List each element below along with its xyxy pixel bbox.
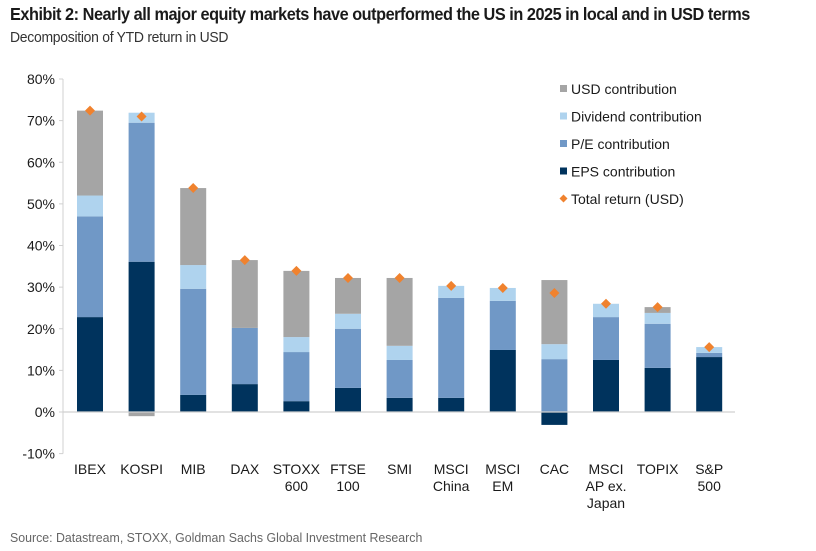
legend-label: Dividend contribution — [571, 109, 702, 125]
chart-subtitle: Decomposition of YTD return in USD — [10, 29, 229, 46]
bar-segment-p-e-contribution — [696, 352, 723, 358]
x-tick-label: SMI — [387, 461, 412, 477]
bars — [63, 110, 735, 425]
bar-segment-p-e-contribution — [541, 359, 568, 412]
y-tick-label: 0% — [35, 404, 55, 420]
bar-segment-dividend-contribution — [77, 195, 103, 217]
legend-label: EPS contribution — [571, 164, 675, 180]
bar-segment-dividend-contribution — [438, 285, 465, 298]
bar-segment-p-e-contribution — [283, 352, 310, 402]
bar-segment-dividend-contribution — [489, 287, 516, 301]
total-return-marker — [343, 272, 353, 283]
total-return-marker — [291, 265, 302, 276]
bar-segment-usd-contribution — [283, 270, 310, 338]
bar-segment-eps-contribution — [696, 357, 723, 412]
bar-segment-dividend-contribution — [541, 344, 568, 360]
legend: USD contribution Dividend contribution P/E… — [559, 81, 702, 207]
x-tick-label: IBEX — [74, 461, 107, 477]
bar-segment-dividend-contribution — [593, 303, 619, 318]
bar-segment-eps-contribution — [438, 397, 465, 412]
bar-segment-p-e-contribution — [489, 300, 516, 350]
y-tick-label: 60% — [27, 154, 55, 170]
bar-segment-p-e-contribution — [644, 323, 671, 368]
bar-segment-eps-contribution — [128, 261, 155, 412]
axes: -10% 0% 10% 20% 30% 40% 50% 60% 70% 80% — [22, 71, 64, 462]
total-return-marker — [188, 183, 199, 194]
bar-segment-eps-contribution — [231, 384, 258, 412]
bar-segment-usd-contribution — [77, 110, 103, 196]
x-axis-labels: IBEX KOSPI MIB DAX STOXX 600 FTSE 100 SMI MSCI Chi… — [74, 461, 723, 511]
bar-segment-eps-contribution — [180, 394, 207, 412]
bar-segment-eps-contribution — [283, 401, 310, 412]
source-note: Source: Datastream, STOXX, Goldman Sachs… — [10, 530, 423, 545]
bar-segment-dividend-contribution — [335, 313, 361, 329]
total-return-marker — [704, 342, 715, 353]
bar-segment-eps-contribution — [77, 317, 103, 412]
bar-segment-usd-contribution — [386, 277, 413, 346]
x-tick-label: KOSPI — [120, 461, 163, 477]
legend-label: P/E contribution — [571, 136, 670, 152]
bar-segment-p-e-contribution — [77, 216, 103, 318]
x-tick-label: MSCI AP ex. Japan — [586, 461, 627, 511]
bar-segment-eps-contribution — [335, 387, 361, 412]
bar-segment-p-e-contribution — [231, 327, 258, 385]
bar-segment-usd-contribution — [335, 277, 361, 314]
bar-segment-p-e-contribution — [438, 297, 465, 398]
total-return-marker — [601, 298, 611, 309]
chart-title: Exhibit 2: Nearly all major equity marke… — [10, 4, 750, 24]
total-return-marker — [239, 255, 250, 266]
bar-segment-p-e-contribution — [335, 328, 361, 388]
bar-segment-dividend-contribution — [386, 345, 413, 360]
total-return-markers — [85, 105, 715, 353]
legend-swatch — [560, 112, 567, 120]
bar-segment-eps-contribution — [541, 412, 568, 425]
total-return-marker — [446, 280, 457, 291]
legend-swatch — [560, 85, 567, 92]
total-return-marker — [652, 302, 663, 313]
bar-segment-usd-contribution — [128, 412, 155, 417]
x-tick-label: MIB — [181, 461, 206, 477]
x-tick-label: DAX — [230, 461, 259, 477]
y-tick-label: 80% — [27, 71, 55, 87]
total-return-marker — [549, 287, 560, 298]
total-return-marker — [497, 282, 508, 293]
bar-segment-dividend-contribution — [180, 265, 207, 289]
total-return-marker — [85, 105, 95, 116]
x-tick-label: STOXX 600 — [273, 461, 321, 494]
y-tick-label: 30% — [27, 279, 55, 295]
bar-segment-eps-contribution — [386, 397, 413, 412]
y-tick-label: 10% — [27, 362, 55, 378]
bar-segment-eps-contribution — [644, 367, 671, 412]
y-tick-label: 20% — [27, 321, 55, 337]
bar-segment-usd-contribution — [180, 188, 207, 266]
bar-segment-eps-contribution — [593, 359, 619, 412]
x-tick-label: MSCI EM — [485, 461, 520, 494]
y-tick-label: 70% — [27, 113, 55, 129]
bar-segment-dividend-contribution — [283, 337, 310, 353]
x-tick-label: TOPIX — [637, 461, 679, 477]
x-tick-label: FTSE 100 — [330, 461, 366, 494]
total-return-marker — [136, 111, 147, 122]
bar-segment-p-e-contribution — [180, 288, 207, 395]
bar-segment-eps-contribution — [489, 349, 516, 412]
bar-segment-p-e-contribution — [593, 317, 619, 360]
legend-label: USD contribution — [571, 81, 677, 97]
legend-swatch — [560, 140, 567, 147]
x-tick-label: CAC — [540, 461, 570, 477]
total-return-marker — [394, 272, 405, 283]
y-tick-label: -10% — [22, 446, 55, 462]
bar-segment-p-e-contribution — [386, 359, 413, 398]
bar-segment-usd-contribution — [231, 260, 258, 328]
bar-segment-dividend-contribution — [644, 312, 671, 324]
legend-diamond — [559, 194, 568, 203]
bar-segment-p-e-contribution — [128, 122, 155, 262]
legend-swatch — [560, 167, 567, 175]
x-tick-label: S&P 500 — [695, 461, 723, 494]
legend-label: Total return (USD) — [571, 191, 684, 207]
y-tick-label: 40% — [27, 238, 55, 254]
y-tick-label: 50% — [27, 196, 55, 212]
x-tick-label: MSCI China — [433, 461, 470, 494]
